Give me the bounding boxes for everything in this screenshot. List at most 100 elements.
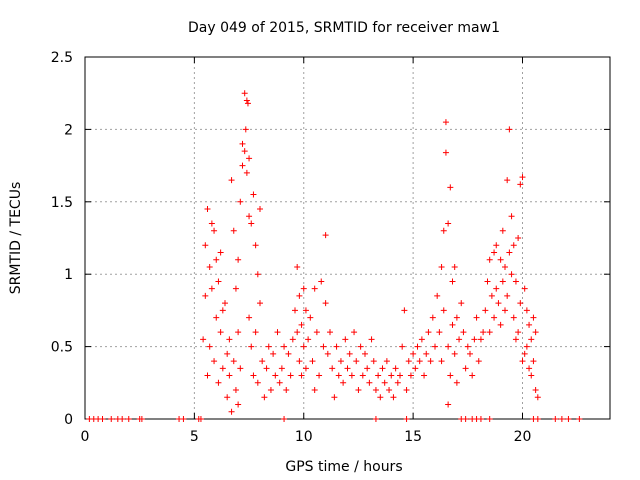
data-point bbox=[410, 350, 417, 357]
data-point bbox=[397, 372, 403, 379]
data-point bbox=[438, 263, 445, 270]
data-point bbox=[259, 358, 266, 365]
data-point bbox=[414, 343, 421, 350]
data-point bbox=[324, 350, 331, 357]
data-point bbox=[226, 372, 233, 379]
data-point bbox=[370, 358, 377, 365]
data-point bbox=[442, 149, 449, 156]
data-point bbox=[401, 307, 408, 314]
data-point bbox=[235, 329, 242, 336]
data-point bbox=[451, 263, 458, 270]
data-point bbox=[204, 372, 211, 379]
data-point bbox=[215, 379, 222, 386]
data-point bbox=[213, 314, 220, 321]
data-point bbox=[462, 416, 469, 422]
data-point bbox=[232, 387, 239, 394]
data-point bbox=[239, 162, 246, 169]
data-point bbox=[372, 416, 379, 422]
data-point bbox=[320, 343, 327, 350]
data-point bbox=[421, 372, 428, 379]
data-point bbox=[305, 336, 312, 343]
data-point bbox=[477, 416, 484, 422]
data-point bbox=[285, 350, 292, 357]
plot-frame bbox=[84, 56, 611, 420]
data-point bbox=[342, 336, 349, 343]
data-point bbox=[515, 235, 522, 241]
data-point bbox=[552, 416, 559, 422]
y-tick-label: 2 bbox=[64, 122, 73, 138]
data-point bbox=[270, 350, 277, 357]
data-point bbox=[335, 372, 342, 379]
data-point bbox=[458, 300, 465, 307]
data-point bbox=[359, 372, 366, 379]
data-point bbox=[372, 387, 379, 394]
data-point bbox=[224, 350, 231, 357]
data-point bbox=[425, 329, 432, 336]
data-point bbox=[99, 416, 106, 422]
data-point bbox=[442, 119, 449, 126]
data-point bbox=[403, 416, 410, 422]
x-tick-label: 15 bbox=[404, 429, 422, 445]
data-point bbox=[197, 416, 204, 422]
data-point bbox=[346, 350, 353, 357]
data-point bbox=[246, 155, 253, 162]
data-point bbox=[445, 401, 452, 408]
data-point bbox=[298, 372, 305, 379]
data-point bbox=[311, 285, 318, 292]
data-point bbox=[206, 263, 213, 270]
data-point bbox=[523, 343, 530, 350]
data-point bbox=[399, 343, 406, 350]
data-point bbox=[497, 256, 504, 263]
data-point bbox=[447, 184, 454, 191]
data-point bbox=[215, 278, 222, 285]
grid-lines bbox=[85, 57, 610, 419]
data-point bbox=[438, 358, 445, 365]
y-tick-label: 1.5 bbox=[51, 195, 73, 211]
data-point bbox=[355, 387, 362, 394]
data-point bbox=[228, 177, 235, 184]
data-point bbox=[445, 343, 452, 350]
data-point bbox=[298, 321, 305, 328]
data-point bbox=[366, 379, 373, 386]
data-point bbox=[493, 285, 500, 292]
data-point bbox=[248, 343, 255, 350]
data-point bbox=[508, 213, 515, 220]
data-point bbox=[138, 416, 145, 422]
data-point bbox=[241, 148, 248, 155]
data-point bbox=[278, 365, 285, 372]
data-point bbox=[506, 126, 513, 133]
data-point bbox=[445, 220, 452, 227]
data-point bbox=[232, 285, 239, 292]
data-point bbox=[432, 343, 438, 350]
data-point bbox=[403, 387, 410, 394]
data-point bbox=[534, 416, 541, 422]
data-point bbox=[351, 329, 358, 336]
x-tick-label: 5 bbox=[190, 429, 199, 445]
data-point bbox=[331, 394, 338, 401]
y-tick-label: 0 bbox=[64, 412, 73, 428]
data-point bbox=[510, 242, 517, 249]
data-point bbox=[125, 416, 132, 422]
data-point bbox=[243, 169, 250, 176]
data-point bbox=[119, 416, 126, 422]
x-tick-label: 20 bbox=[514, 429, 532, 445]
data-point bbox=[289, 336, 296, 343]
data-point bbox=[453, 314, 460, 321]
data-point bbox=[340, 379, 347, 386]
data-point bbox=[309, 358, 316, 365]
data-point bbox=[307, 314, 314, 321]
data-point bbox=[226, 336, 233, 343]
y-tick-label: 2.5 bbox=[51, 50, 73, 66]
data-point bbox=[311, 387, 318, 394]
data-point bbox=[281, 343, 288, 350]
data-point bbox=[241, 90, 248, 97]
data-point bbox=[322, 300, 329, 307]
data-point bbox=[486, 416, 493, 422]
data-point bbox=[517, 181, 524, 188]
data-point bbox=[265, 343, 272, 350]
data-point bbox=[502, 263, 508, 270]
data-point bbox=[254, 271, 261, 278]
data-point bbox=[235, 401, 242, 408]
data-point bbox=[482, 307, 489, 314]
